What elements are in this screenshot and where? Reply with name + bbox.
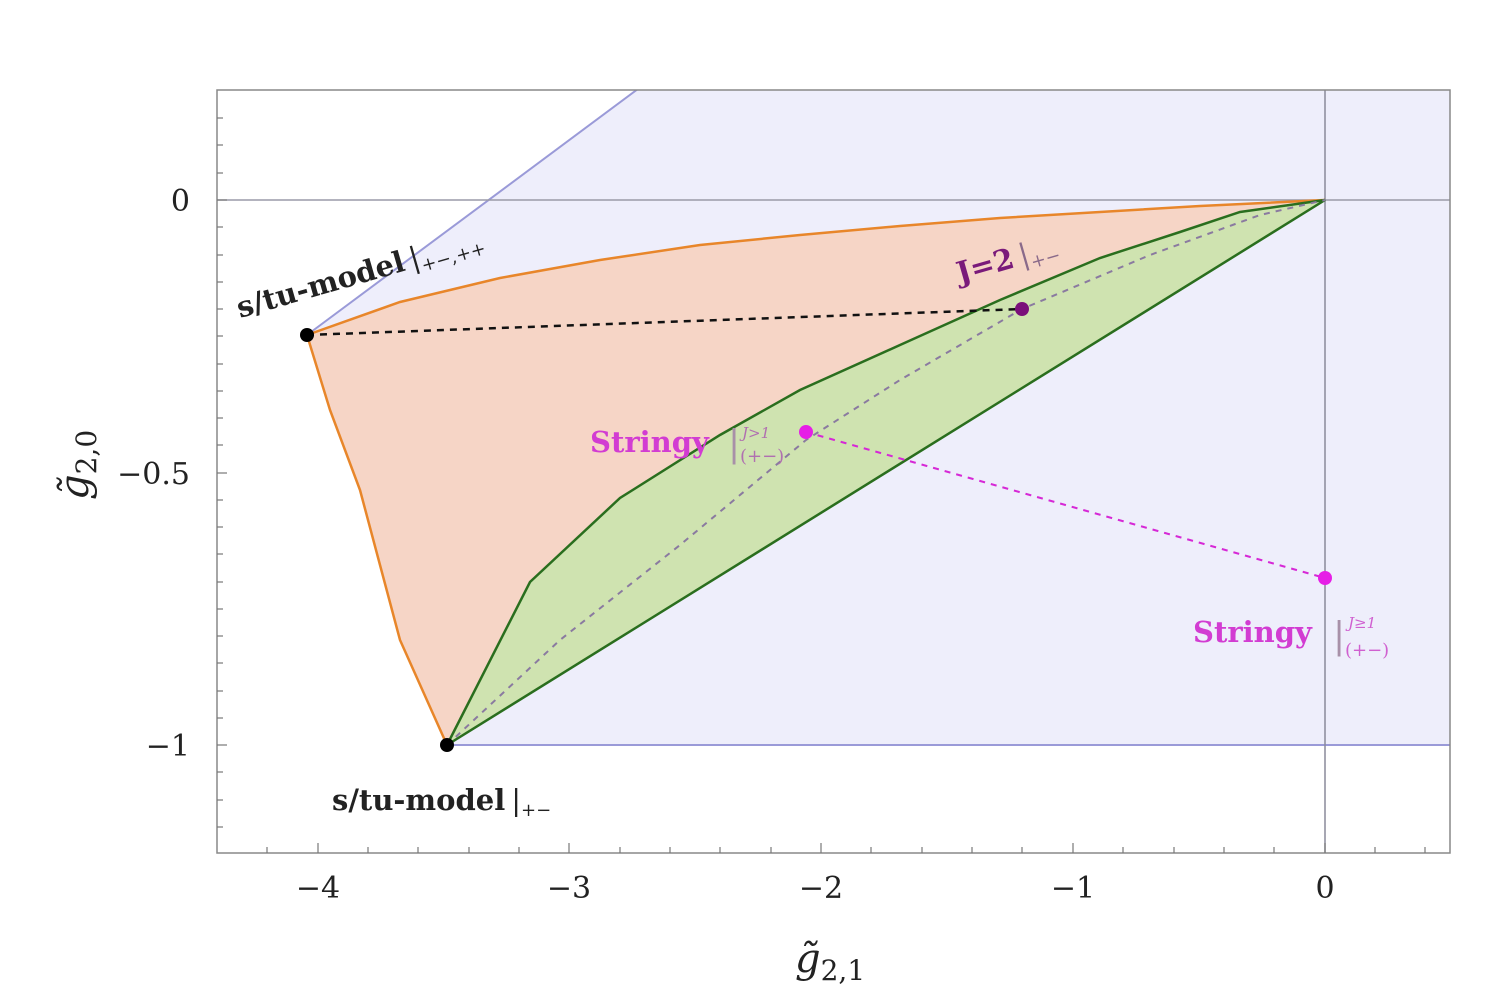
stringy2-label: Stringy bbox=[1193, 615, 1313, 649]
stringy1-label: Stringy bbox=[590, 425, 710, 459]
stringy2-sup: J≥1 bbox=[1345, 614, 1376, 632]
y-tick-label: −0.5 bbox=[117, 457, 190, 492]
stu-top-point bbox=[300, 328, 314, 342]
x-tick-label: −1 bbox=[1051, 871, 1095, 906]
y-ticks bbox=[217, 117, 227, 828]
y-tick-label: −1 bbox=[146, 729, 190, 764]
stu-bottom-label: s/tu-model |+− bbox=[332, 783, 551, 821]
stringy1-sup: J>1 bbox=[739, 424, 770, 442]
x-tick-label: 0 bbox=[1315, 871, 1334, 906]
orange-boundary bbox=[305, 198, 1326, 746]
stringy1-bar: | bbox=[728, 424, 740, 465]
stringy1-sub: (+−) bbox=[740, 446, 784, 467]
stringy1-point bbox=[799, 425, 813, 439]
j2-point bbox=[1015, 302, 1029, 316]
x-ticks bbox=[266, 843, 1426, 853]
stu-dashed-line bbox=[306, 307, 1023, 337]
blue-boundary bbox=[306, 90, 1450, 746]
stringy2-bar: | bbox=[1333, 616, 1345, 657]
x-tick-label: −4 bbox=[296, 871, 340, 906]
plot-frame bbox=[216, 89, 1451, 854]
y-tick-label: 0 bbox=[171, 184, 190, 219]
x-axis-title: g̃2,1 bbox=[795, 936, 865, 987]
stringy2-sub: (+−) bbox=[1345, 640, 1389, 661]
x-tick-label: −2 bbox=[799, 871, 843, 906]
j2-dashed-curve bbox=[446, 199, 1326, 746]
stringy2-point bbox=[1318, 571, 1332, 585]
green-region bbox=[443, 198, 1326, 749]
y-axis-title: g̃2,0 bbox=[52, 430, 103, 500]
x-tick-label: −3 bbox=[547, 871, 591, 906]
stringy-dashed-line bbox=[805, 431, 1326, 579]
stu-bottom-point bbox=[440, 738, 454, 752]
